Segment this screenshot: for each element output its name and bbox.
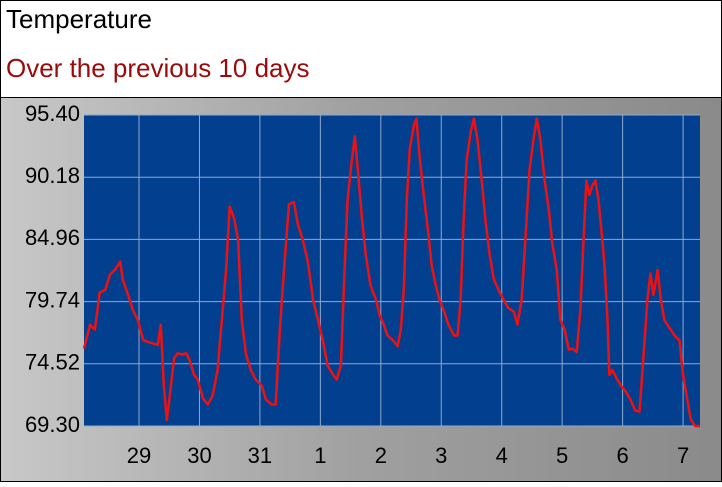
x-tick-label: 4 xyxy=(496,443,508,468)
data-line xyxy=(82,117,700,428)
x-tick-label: 5 xyxy=(556,443,568,468)
x-tick-label: 3 xyxy=(435,443,447,468)
y-tick-label: 74.52 xyxy=(25,350,80,375)
x-tick-label: 29 xyxy=(127,443,151,468)
y-tick-label: 69.30 xyxy=(25,412,80,437)
x-tick-label: 30 xyxy=(187,443,211,468)
header xyxy=(0,0,722,98)
x-tick-label: 31 xyxy=(248,443,272,468)
y-tick-label: 90.18 xyxy=(25,163,80,188)
chart-subtitle: Over the previous 10 days xyxy=(6,53,310,83)
plot-area xyxy=(84,115,700,426)
y-tick-label: 79.74 xyxy=(25,287,80,312)
chart-title: Temperature xyxy=(6,4,152,34)
y-tick-label: 84.96 xyxy=(25,225,80,250)
x-tick-label: 7 xyxy=(677,443,689,468)
y-tick-label: 95.40 xyxy=(25,101,80,126)
x-tick-label: 6 xyxy=(616,443,628,468)
x-tick-label: 1 xyxy=(314,443,326,468)
x-tick-label: 2 xyxy=(375,443,387,468)
